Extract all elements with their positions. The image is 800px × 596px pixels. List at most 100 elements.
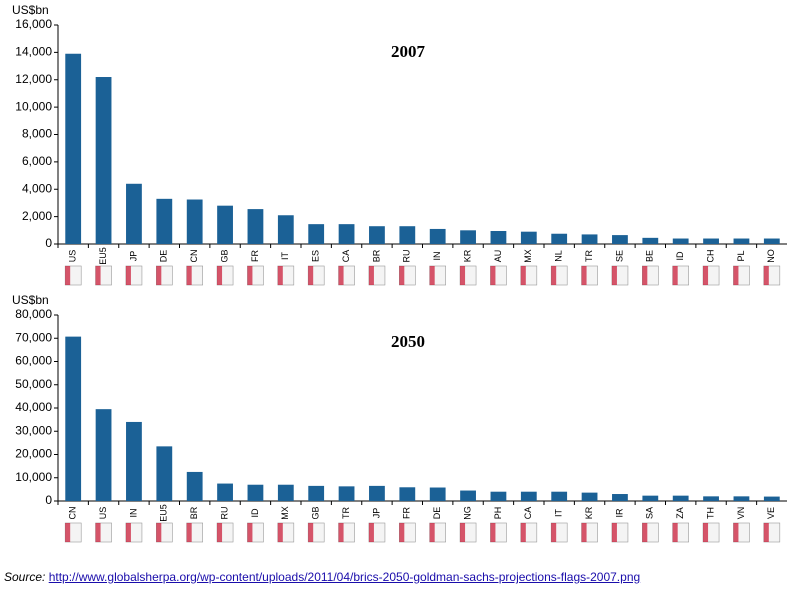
bar bbox=[642, 495, 659, 501]
x-tick-label: US bbox=[98, 507, 108, 520]
flag-stripe bbox=[125, 266, 131, 285]
bar bbox=[429, 487, 446, 501]
bar bbox=[369, 226, 385, 244]
flag-stripe bbox=[429, 523, 435, 542]
flag-stripe bbox=[156, 523, 162, 542]
bar bbox=[520, 231, 537, 244]
x-tick-label: MX bbox=[523, 249, 533, 263]
bar bbox=[612, 235, 628, 244]
x-tick-label: DE bbox=[432, 507, 442, 520]
x-tick-label: AU bbox=[493, 250, 503, 263]
flag-stripe bbox=[763, 266, 769, 285]
x-tick-label: CA bbox=[341, 250, 351, 263]
x-tick-label: ES bbox=[311, 250, 321, 262]
y-tick-label: 20,000 bbox=[15, 447, 52, 461]
bar bbox=[65, 336, 82, 501]
flag-stripe bbox=[338, 523, 344, 542]
x-tick-label: FR bbox=[250, 250, 260, 262]
bar bbox=[308, 224, 325, 244]
x-tick-label: NG bbox=[462, 506, 472, 520]
bar bbox=[763, 496, 780, 501]
flag-stripe bbox=[308, 523, 314, 542]
flag-stripe bbox=[672, 523, 678, 542]
bar bbox=[217, 483, 233, 501]
y-axis-unit: US$bn bbox=[12, 293, 49, 307]
bar bbox=[612, 494, 628, 501]
x-tick-label: ZA bbox=[675, 507, 685, 519]
y-tick-label: 2,000 bbox=[22, 209, 52, 223]
bar bbox=[642, 237, 659, 244]
flag-stripe bbox=[520, 266, 526, 285]
x-tick-label: DE bbox=[159, 250, 169, 263]
flag-stripe bbox=[551, 523, 557, 542]
bar bbox=[247, 209, 264, 244]
flag-stripe bbox=[429, 266, 435, 285]
flag-stripe bbox=[672, 266, 678, 285]
x-tick-label: TH bbox=[705, 507, 715, 519]
flag-stripe bbox=[490, 523, 496, 542]
x-tick-label: ID bbox=[250, 508, 260, 518]
y-tick-label: 0 bbox=[45, 236, 52, 250]
y-tick-label: 50,000 bbox=[15, 377, 52, 391]
flag-stripe bbox=[520, 523, 526, 542]
flag-stripe bbox=[186, 266, 192, 285]
x-tick-label: IT bbox=[280, 251, 290, 260]
flag-stripe bbox=[247, 523, 253, 542]
x-tick-label: CA bbox=[523, 507, 533, 520]
x-tick-label: TR bbox=[341, 507, 351, 519]
x-tick-label: CN bbox=[68, 507, 78, 520]
x-tick-label: RU bbox=[219, 507, 229, 520]
source-label: Source: bbox=[4, 570, 46, 584]
flag-stripe bbox=[308, 266, 314, 285]
y-tick-label: 40,000 bbox=[15, 400, 52, 414]
bar bbox=[763, 238, 780, 244]
x-tick-label: EU5 bbox=[159, 504, 169, 522]
bar bbox=[581, 234, 598, 244]
flag-stripe bbox=[277, 523, 283, 542]
chart: US$bn 0 2,000 4,000 6,000 8,000 10,000 12,000 14… bbox=[12, 3, 787, 543]
flag-stripe bbox=[368, 266, 374, 285]
y-tick-label: 14,000 bbox=[15, 45, 52, 59]
bar bbox=[733, 238, 750, 244]
x-tick-label: SE bbox=[614, 250, 624, 262]
x-tick-label: TR bbox=[584, 250, 594, 262]
flag-stripe bbox=[551, 266, 557, 285]
bar bbox=[551, 491, 568, 501]
bar bbox=[156, 446, 173, 501]
flag-stripe bbox=[247, 266, 253, 285]
bar bbox=[733, 496, 750, 501]
source-link[interactable]: http://www.globalsherpa.org/wp-content/u… bbox=[48, 570, 641, 584]
bar bbox=[247, 484, 264, 501]
bar bbox=[703, 496, 719, 501]
flag-stripe bbox=[763, 523, 769, 542]
flag-stripe bbox=[642, 266, 648, 285]
bar bbox=[217, 205, 233, 244]
x-tick-label: MX bbox=[280, 506, 290, 520]
y-tick-label: 10,000 bbox=[15, 470, 52, 484]
x-tick-label: KR bbox=[462, 249, 472, 262]
y-tick-label: 6,000 bbox=[22, 154, 52, 168]
bar bbox=[399, 226, 416, 244]
source-line: Source: http://www.globalsherpa.org/wp-c… bbox=[4, 570, 640, 584]
flag-stripe bbox=[399, 523, 405, 542]
bar bbox=[277, 484, 294, 501]
bar bbox=[703, 238, 719, 244]
bar bbox=[95, 77, 112, 244]
y-tick-label: 30,000 bbox=[15, 423, 52, 437]
x-tick-label: JP bbox=[371, 508, 381, 519]
bar bbox=[338, 224, 355, 244]
flag-stripe bbox=[399, 266, 405, 285]
y-tick-label: 80,000 bbox=[15, 307, 52, 321]
flag-stripe bbox=[703, 266, 709, 285]
y-tick-label: 8,000 bbox=[22, 127, 52, 141]
x-tick-label: PH bbox=[493, 507, 503, 520]
bar bbox=[186, 199, 203, 244]
flag-stripe bbox=[95, 523, 101, 542]
x-tick-label: BR bbox=[371, 249, 381, 262]
bar bbox=[460, 490, 476, 501]
x-tick-label: US bbox=[68, 250, 78, 263]
x-tick-label: IR bbox=[614, 508, 624, 518]
y-tick-label: 60,000 bbox=[15, 354, 52, 368]
x-tick-label: BE bbox=[645, 250, 655, 262]
